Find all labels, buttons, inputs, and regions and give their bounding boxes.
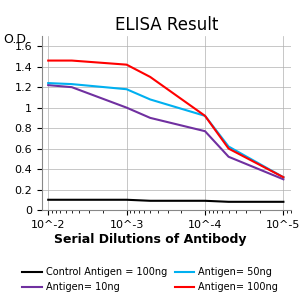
Antigen= 10ng — [282, 178, 285, 181]
Line: Control Antigen = 100ng: Control Antigen = 100ng — [48, 200, 284, 202]
Control Antigen = 100ng — [70, 198, 74, 202]
Text: O.D.: O.D. — [3, 33, 30, 46]
Antigen= 100ng — [125, 63, 128, 67]
Control Antigen = 100ng — [148, 199, 152, 202]
Line: Antigen= 100ng: Antigen= 100ng — [48, 61, 284, 177]
Antigen= 100ng — [203, 114, 207, 118]
Control Antigen = 100ng — [282, 200, 285, 204]
Text: Serial Dilutions of Antibody: Serial Dilutions of Antibody — [54, 232, 246, 245]
Control Antigen = 100ng — [46, 198, 50, 202]
Antigen= 10ng — [227, 155, 230, 159]
Antigen= 50ng — [148, 98, 152, 101]
Legend: Control Antigen = 100ng, Antigen= 10ng, Antigen= 50ng, Antigen= 100ng: Control Antigen = 100ng, Antigen= 10ng, … — [22, 267, 278, 292]
Control Antigen = 100ng — [203, 199, 207, 202]
Control Antigen = 100ng — [125, 198, 128, 202]
Antigen= 10ng — [125, 106, 128, 110]
Antigen= 50ng — [46, 81, 50, 85]
Antigen= 10ng — [203, 129, 207, 133]
Line: Antigen= 50ng: Antigen= 50ng — [48, 83, 284, 177]
Antigen= 50ng — [227, 145, 230, 148]
Antigen= 100ng — [46, 59, 50, 62]
Antigen= 100ng — [282, 176, 285, 179]
Antigen= 50ng — [282, 176, 285, 179]
Control Antigen = 100ng — [227, 200, 230, 204]
Antigen= 50ng — [203, 114, 207, 118]
Antigen= 100ng — [227, 147, 230, 150]
Antigen= 100ng — [70, 59, 74, 62]
Antigen= 10ng — [70, 85, 74, 89]
Antigen= 50ng — [70, 82, 74, 86]
Antigen= 100ng — [148, 75, 152, 79]
Antigen= 10ng — [148, 116, 152, 120]
Antigen= 50ng — [125, 87, 128, 91]
Title: ELISA Result: ELISA Result — [115, 16, 218, 34]
Line: Antigen= 10ng: Antigen= 10ng — [48, 85, 284, 179]
Antigen= 10ng — [46, 83, 50, 87]
